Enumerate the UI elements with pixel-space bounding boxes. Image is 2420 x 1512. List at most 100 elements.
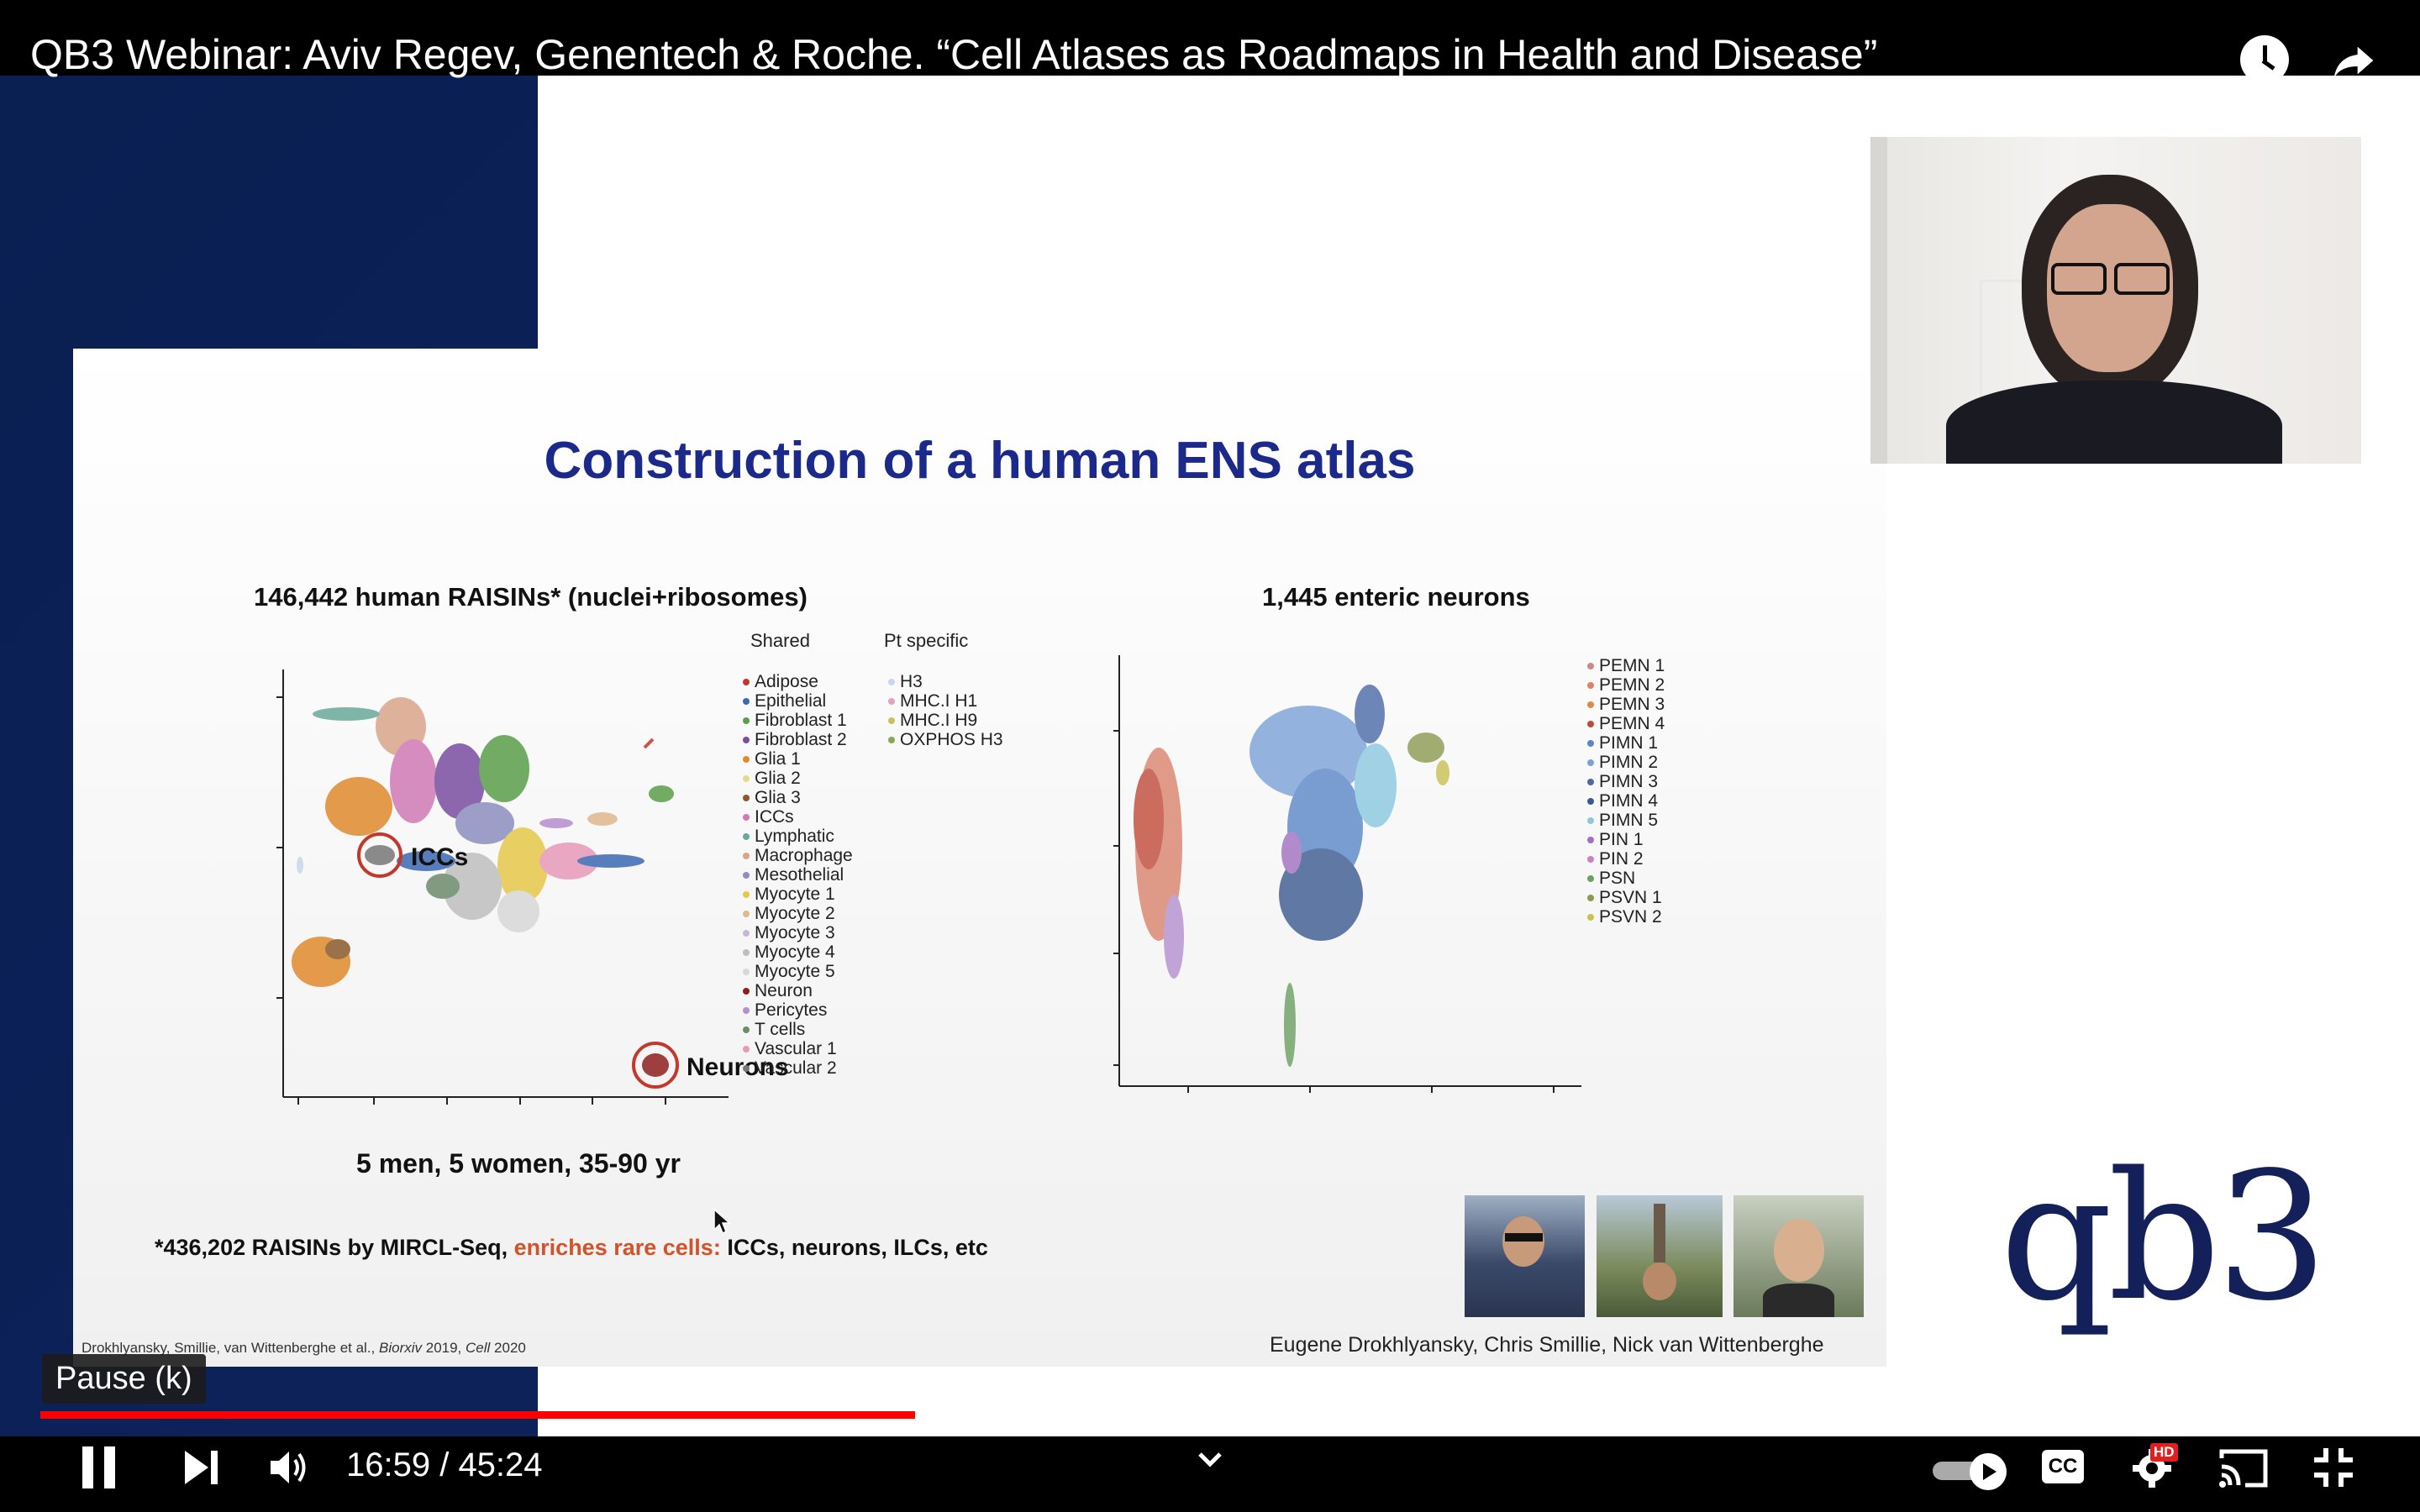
legend-label: PSVN 1	[1599, 888, 1662, 907]
legend-label: PIMN 1	[1599, 733, 1659, 753]
legend-swatch	[743, 1065, 750, 1073]
legend-shared-item: Myocyte 4	[743, 942, 853, 962]
watch-later-icon[interactable]	[2240, 35, 2289, 84]
legend-label: PSVN 2	[1599, 907, 1662, 927]
legend-label: Fibroblast 1	[755, 711, 847, 730]
autoplay-play-icon	[1983, 1463, 1996, 1480]
legend-label: PEMN 4	[1599, 714, 1665, 733]
legend-swatch	[1587, 817, 1594, 825]
legend-shared-item: Neuron	[743, 981, 853, 1000]
legend-label: PEMN 3	[1599, 695, 1665, 714]
settings-button[interactable]: HD	[2132, 1443, 2178, 1488]
legend-shared-item: Mesothelial	[743, 865, 853, 885]
legend-label: PIN 1	[1599, 830, 1644, 849]
legend-label: Myocyte 1	[755, 885, 835, 904]
team-photo-1	[1465, 1195, 1585, 1317]
legend-swatch	[743, 795, 750, 802]
player-controls	[0, 1436, 2420, 1512]
legend-shared-item: Epithelial	[743, 691, 853, 711]
legend-neurons-item: PSVN 1	[1587, 888, 1665, 907]
speaker-webcam	[1870, 137, 2361, 464]
legend-label: ICCs	[755, 807, 794, 827]
video-frame[interactable]: Construction of a human ENS atlas 146,44…	[0, 0, 2420, 1436]
exit-fullscreen-icon[interactable]	[2312, 1446, 2354, 1488]
legend-shared-item: Fibroblast 2	[743, 730, 853, 749]
left-plot-title: 146,442 human RAISINs* (nuclei+ribosomes…	[254, 582, 808, 612]
legend-swatch	[743, 775, 750, 783]
citation: Drokhlyansky, Smillie, van Wittenberghe …	[82, 1340, 526, 1357]
legend-neurons-item: PEMN 2	[1587, 675, 1665, 695]
legend-neurons-item: PIMN 3	[1587, 772, 1665, 791]
chevron-down-icon[interactable]	[1197, 1452, 1223, 1468]
next-video-icon[interactable]	[183, 1448, 220, 1487]
legend-label: Myocyte 5	[755, 962, 835, 981]
legend-label: Pericytes	[755, 1000, 828, 1020]
legend-swatch	[888, 737, 895, 744]
legend-swatch	[743, 911, 750, 918]
legend-swatch	[1587, 856, 1594, 864]
progress-bar[interactable]	[40, 1411, 2380, 1419]
legend-swatch	[743, 833, 750, 841]
cell-atlas-umap: ICCs Neurons	[276, 669, 789, 1105]
footnote-suffix: ICCs, neurons, ILCs, etc	[727, 1235, 988, 1260]
citation-journal-2: Cell	[466, 1340, 491, 1356]
legend-swatch	[1587, 663, 1594, 670]
qb3-logo: qb3	[2000, 1134, 2328, 1340]
legend-swatch	[743, 1007, 750, 1015]
hd-badge: HD	[2150, 1443, 2178, 1462]
legend-label: Myocyte 2	[755, 904, 835, 923]
progress-played	[40, 1411, 915, 1419]
captions-button[interactable]: CC	[2042, 1450, 2084, 1483]
legend-swatch	[743, 698, 750, 706]
legend-neurons-item: PIMN 4	[1587, 791, 1665, 811]
legend-neurons-item: PIN 1	[1587, 830, 1665, 849]
iccs-label: ICCs	[411, 843, 468, 871]
legend-label: Vascular 1	[755, 1039, 837, 1058]
volume-icon[interactable]	[269, 1448, 311, 1487]
cast-icon[interactable]	[2218, 1448, 2269, 1488]
legend-swatch	[1587, 721, 1594, 728]
legend-label: Mesothelial	[755, 865, 844, 885]
legend-shared-item: Lymphatic	[743, 827, 853, 846]
legend-swatch	[888, 698, 895, 706]
legend-swatch	[743, 717, 750, 725]
legend-label: PIMN 4	[1599, 791, 1659, 811]
legend-label: PEMN 2	[1599, 675, 1665, 695]
legend-label: PEMN 1	[1599, 656, 1665, 675]
legend-shared-item: Macrophage	[743, 846, 853, 865]
legend-label: PIMN 2	[1599, 753, 1659, 772]
footnote-text: *436,202 RAISINs by MIRCL-Seq, enriches …	[155, 1235, 988, 1261]
legend-shared-item: Glia 3	[743, 788, 853, 807]
legend-swatch	[743, 969, 750, 976]
legend-label: H3	[900, 672, 923, 691]
legend-pt-header: Pt specific	[884, 630, 969, 651]
legend-neurons-item: PEMN 3	[1587, 695, 1665, 714]
autoplay-toggle[interactable]	[1933, 1453, 2008, 1490]
legend-swatch	[743, 679, 750, 686]
video-title[interactable]: QB3 Webinar: Aviv Regev, Genentech & Roc…	[30, 31, 1878, 78]
citation-year-1: 2019,	[422, 1340, 466, 1356]
legend-shared-item: Pericytes	[743, 1000, 853, 1020]
legend-shared-item: Myocyte 1	[743, 885, 853, 904]
team-photo-2	[1597, 1195, 1723, 1317]
legend-label: Adipose	[755, 672, 818, 691]
pause-button[interactable]	[82, 1446, 116, 1488]
legend-swatch	[743, 949, 750, 957]
legend-swatch	[743, 872, 750, 879]
legend-swatch	[743, 1026, 750, 1034]
citation-journal-1: Biorxiv	[379, 1340, 423, 1356]
share-icon[interactable]	[2328, 37, 2380, 84]
legend-swatch	[1587, 914, 1594, 921]
legend-label: Neuron	[755, 981, 813, 1000]
legend-neurons-item: PIMN 2	[1587, 753, 1665, 772]
legend-swatch	[743, 930, 750, 937]
legend-neurons-item: PIN 2	[1587, 849, 1665, 869]
legend-neurons-item: PSVN 2	[1587, 907, 1665, 927]
time-display: 16:59 / 45:24	[346, 1446, 543, 1483]
legend-swatch	[743, 756, 750, 764]
legend-shared-header: Shared	[750, 630, 810, 651]
legend-label: MHC.I H9	[900, 711, 978, 730]
legend-pt-list: H3 MHC.I H1 MHC.I H9 OXPHOS H3	[888, 672, 1003, 749]
legend-label: T cells	[755, 1020, 806, 1039]
video-title-bar	[0, 0, 2420, 76]
